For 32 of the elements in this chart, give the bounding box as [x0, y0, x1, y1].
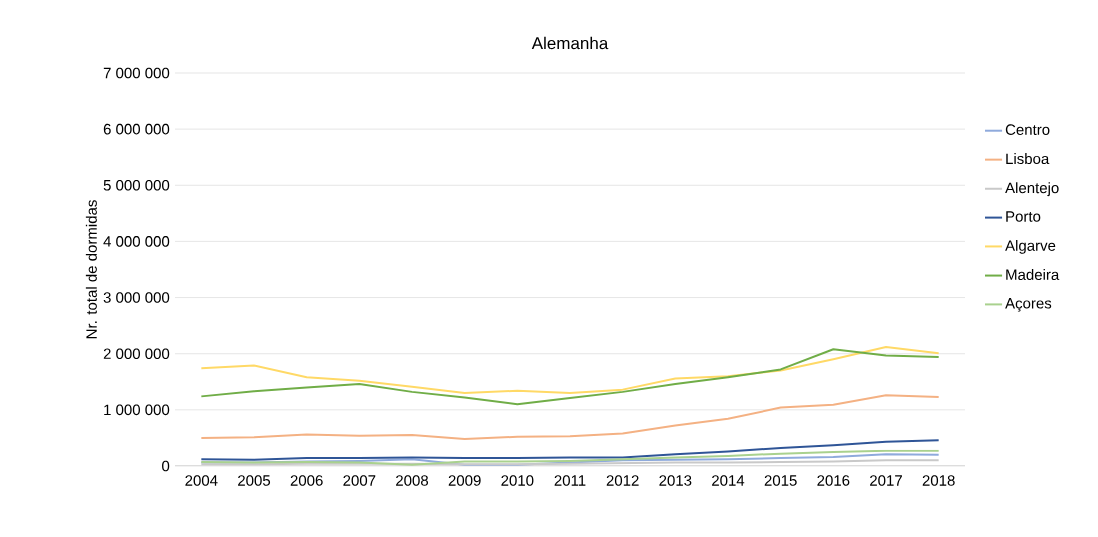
x-tick-label: 2004 [185, 475, 218, 486]
legend-label: Madeira [1006, 269, 1060, 281]
x-tick-label: 2011 [554, 475, 586, 486]
legend-label: Algarve [1005, 239, 1056, 254]
x-tick-label: 2009 [448, 475, 481, 486]
x-tick-label: 2010 [501, 475, 534, 486]
x-tick-label: 2014 [712, 475, 745, 486]
y-tick-label: 6 000 000 [103, 123, 170, 135]
x-tick-label: 2013 [659, 475, 692, 486]
legend-label: Alentejo [1005, 182, 1059, 197]
y-tick-label: 1 000 000 [104, 404, 170, 416]
x-tick-label: 2006 [290, 475, 323, 486]
x-tick-label: 2005 [238, 475, 271, 486]
x-tick-label: 2012 [606, 475, 639, 486]
y-tick-label: 7 000 000 [103, 67, 170, 79]
chart-title: Alemanha [531, 36, 609, 50]
x-tick-label: 2015 [764, 475, 797, 486]
y-tick-label: 5 000 000 [103, 179, 170, 191]
y-axis-title: Nr. total de dormidas [85, 200, 97, 339]
legend-label: Porto [1006, 211, 1041, 222]
y-tick-label: 3 000 000 [103, 292, 170, 303]
y-tick-label: 2 000 000 [103, 348, 170, 360]
x-tick-label: 2017 [870, 475, 902, 486]
y-tick-label: 0 [162, 460, 170, 472]
legend-label: Açores [1005, 298, 1052, 312]
y-tick-label: 4 000 000 [103, 236, 170, 247]
legend-label: Lisboa [1006, 153, 1050, 165]
x-tick-label: 2016 [817, 475, 850, 486]
x-tick-label: 2018 [922, 475, 955, 486]
x-tick-label: 2008 [396, 475, 429, 486]
legend-label: Centro [1005, 124, 1050, 135]
x-tick-label: 2007 [343, 475, 376, 486]
